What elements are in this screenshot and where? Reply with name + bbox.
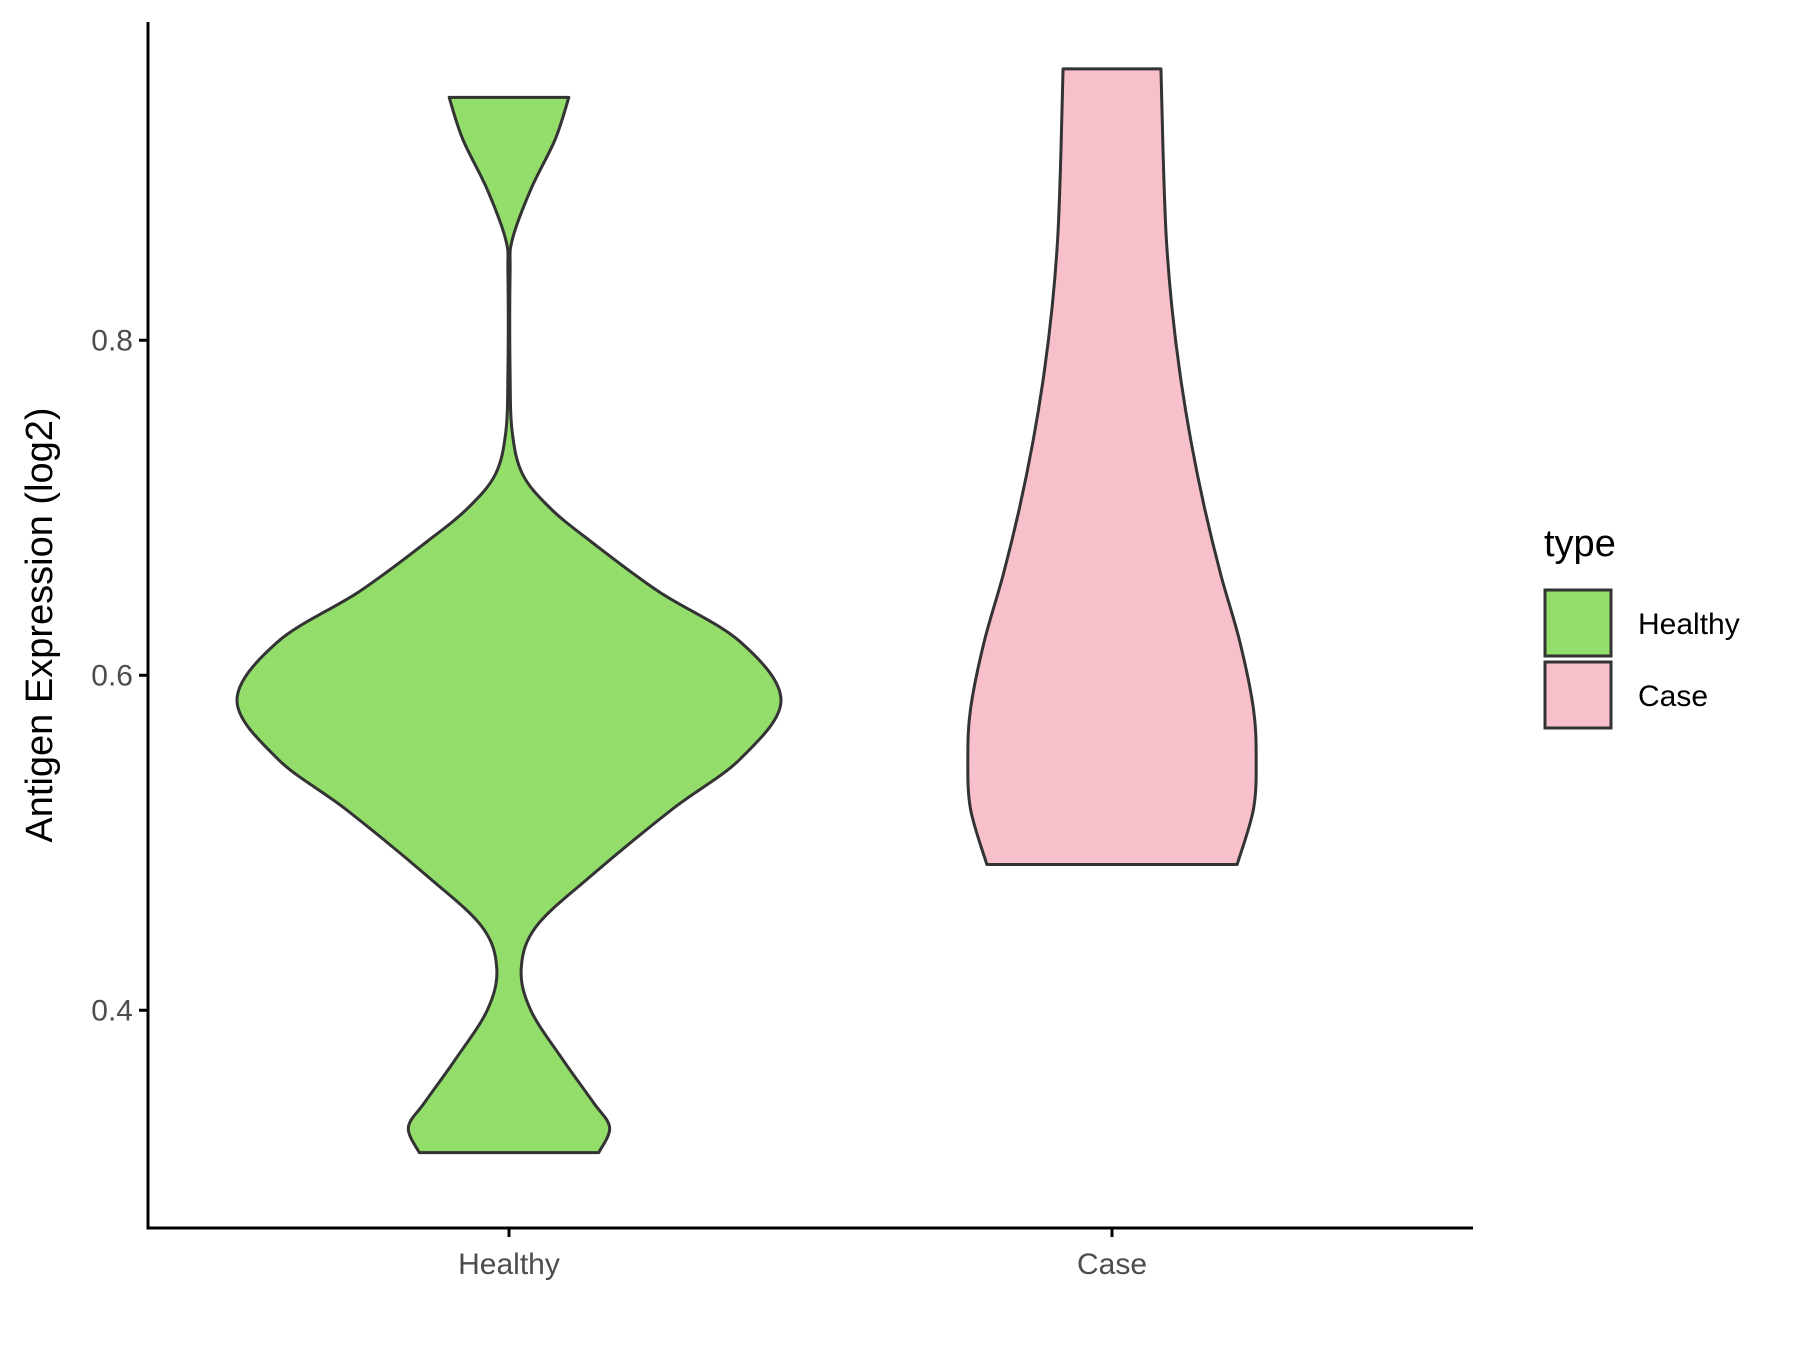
y-tick-label: 0.4 <box>91 994 133 1027</box>
x-ticks: Healthy Case <box>458 1228 1147 1281</box>
x-tick-label: Healthy <box>458 1248 560 1281</box>
legend-label-case: Case <box>1638 680 1708 713</box>
violin-case <box>966 67 1258 867</box>
legend-label-healthy: Healthy <box>1638 608 1740 641</box>
violin-layer <box>235 67 1258 1155</box>
y-tick-label: 0.8 <box>91 324 133 357</box>
y-axis-title: Antigen Expression (log2) <box>19 407 61 842</box>
y-tick-label: 0.6 <box>91 659 133 692</box>
legend-key-healthy <box>1543 588 1613 658</box>
violin-healthy <box>235 95 783 1155</box>
legend-title: type <box>1544 523 1616 565</box>
legend: type Healthy Case <box>1543 523 1740 730</box>
axes-layer <box>146 22 1473 1230</box>
x-tick-label: Case <box>1077 1248 1147 1281</box>
legend-key-case <box>1543 660 1613 730</box>
y-ticks: 0.4 0.6 0.8 <box>91 324 148 1027</box>
